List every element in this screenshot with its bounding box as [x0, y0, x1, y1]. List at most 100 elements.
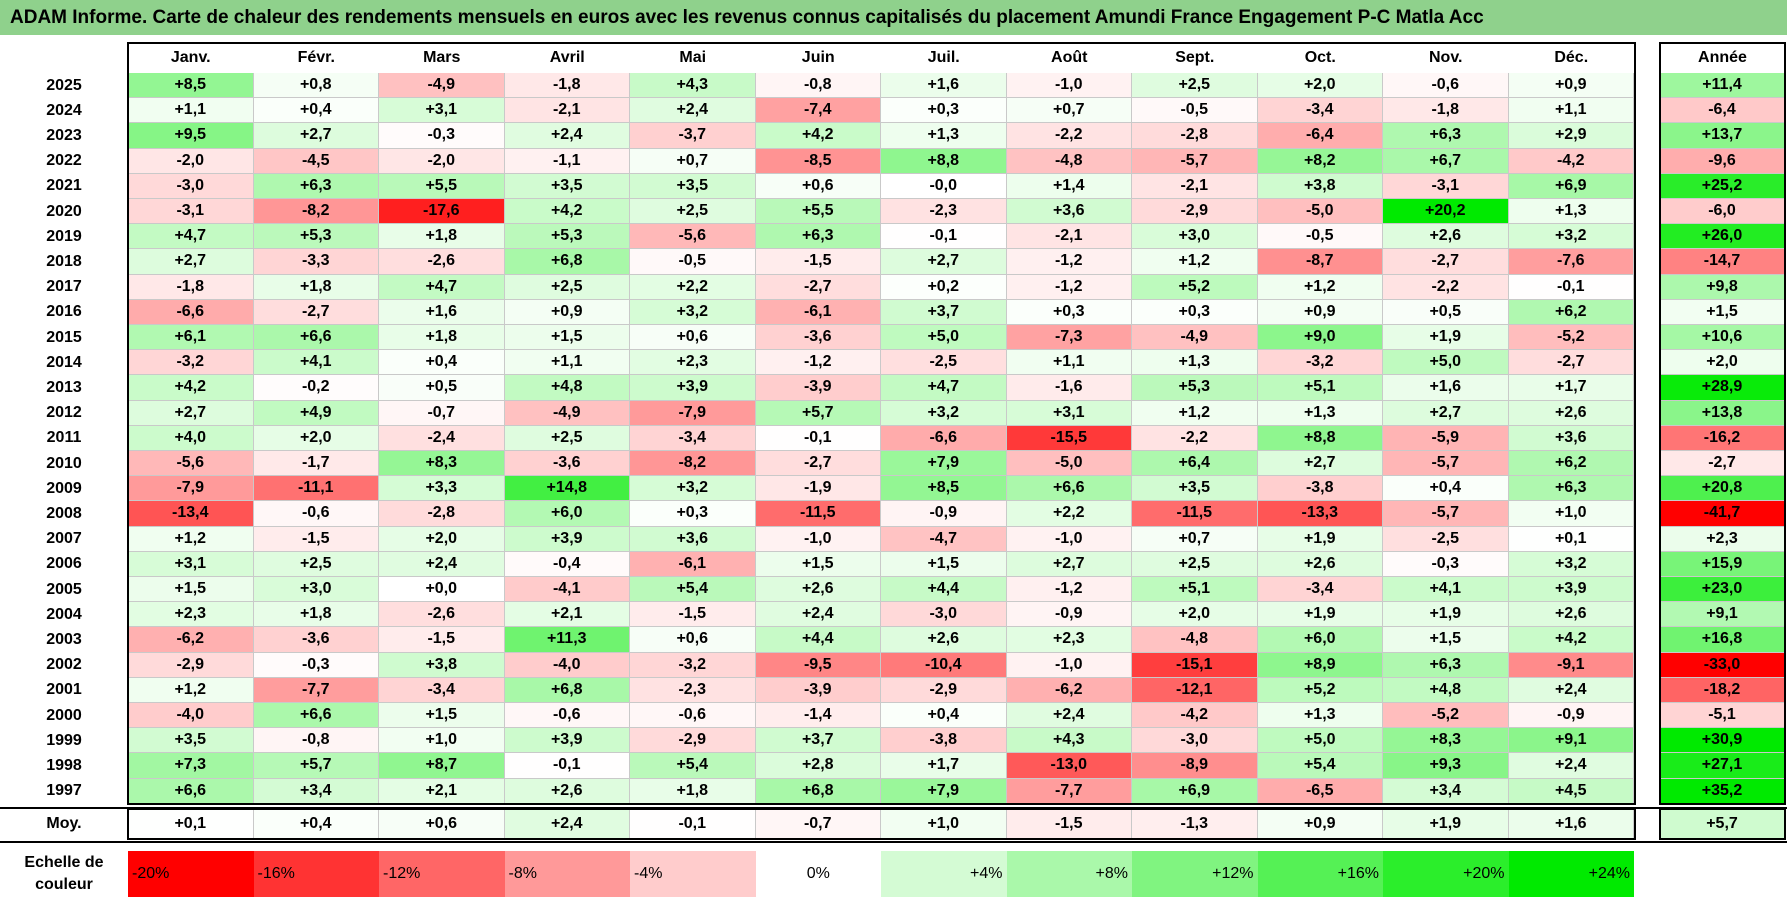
heatmap-cell: -1,0 [1006, 652, 1132, 678]
year-label: 2010 [46, 454, 82, 472]
heatmap-cell: +5,5 [379, 173, 505, 199]
heatmap-cell: -1,8 [1383, 98, 1509, 124]
heatmap-cell: -4,8 [1006, 148, 1132, 174]
heatmap-cell: +2,6 [504, 778, 630, 804]
heatmap-cell: +4,4 [881, 577, 1007, 603]
average-cell: +2,4 [504, 809, 630, 839]
heatmap-cell: -2,3 [881, 199, 1007, 225]
heatmap-cell: +4,1 [253, 350, 379, 376]
heatmap-cell: -3,1 [1383, 173, 1509, 199]
heatmap-cell: +4,7 [379, 274, 505, 300]
average-cell: +0,4 [253, 809, 379, 839]
average-cell: +1,9 [1383, 809, 1509, 839]
heatmap-cell: -3,4 [1257, 577, 1383, 603]
heatmap-cell: -13,4 [128, 501, 254, 527]
heatmap-cell: +6,0 [504, 501, 630, 527]
year-label: 2005 [46, 580, 82, 598]
heatmap-cell: -6,1 [630, 551, 756, 577]
average-cell: +1,6 [1508, 809, 1634, 839]
heatmap-cell: -10,4 [881, 652, 1007, 678]
heatmap-cell: -8,2 [253, 199, 379, 225]
heatmap-cell: +7,9 [881, 778, 1007, 804]
heatmap-cell: +2,4 [1508, 677, 1634, 703]
month-header: Oct. [1304, 49, 1336, 66]
heatmap-cell: -7,7 [1006, 778, 1132, 804]
annual-header: Année [1698, 49, 1747, 66]
heatmap-cell: +5,1 [1132, 577, 1258, 603]
annual-cell: +28,9 [1660, 375, 1785, 401]
heatmap-cell: -0,6 [253, 501, 379, 527]
heatmap-cell: +3,9 [504, 526, 630, 552]
heatmap-cell: +5,3 [504, 224, 630, 250]
heatmap-cell: +6,8 [504, 677, 630, 703]
heatmap-cell: +0,4 [1383, 476, 1509, 502]
year-label: 2000 [46, 706, 82, 724]
heatmap-cell: +14,8 [504, 476, 630, 502]
heatmap-cell: +0,5 [379, 375, 505, 401]
heatmap-cell: +6,8 [755, 778, 881, 804]
heatmap-cell: +1,2 [128, 526, 254, 552]
color-scale-step: -4% [630, 851, 756, 897]
month-header: Juil. [927, 49, 960, 66]
heatmap-cell: +3,2 [1508, 551, 1634, 577]
heatmap-cell: -0,6 [1383, 73, 1509, 99]
annual-cell: +23,0 [1660, 577, 1785, 603]
heatmap-cell: -2,9 [630, 728, 756, 754]
heatmap-cell: -2,7 [755, 451, 881, 477]
heatmap-cell: -1,0 [1006, 73, 1132, 99]
annual-cell: +15,9 [1660, 551, 1785, 577]
heatmap-cell: -4,9 [504, 400, 630, 426]
color-scale-label: Echelle de couleur [24, 854, 104, 893]
heatmap-cell: +6,8 [504, 249, 630, 275]
heatmap-cell: +2,3 [128, 602, 254, 628]
heatmap-cell: -8,7 [1257, 249, 1383, 275]
annual-cell: -9,6 [1660, 148, 1785, 174]
annual-cell: -5,1 [1660, 703, 1785, 729]
heatmap-cell: -0,7 [379, 400, 505, 426]
heatmap-cell: +0,3 [1132, 299, 1258, 325]
heatmap-cell: -1,2 [1006, 274, 1132, 300]
annual-cell: -33,0 [1660, 652, 1785, 678]
annual-cell: +10,6 [1660, 325, 1785, 351]
annual-cell: +26,0 [1660, 224, 1785, 250]
heatmap-cell: +4,3 [630, 73, 756, 99]
annual-cell: +13,8 [1660, 400, 1785, 426]
month-header: Mai [679, 49, 707, 66]
year-label: 2011 [46, 429, 82, 447]
heatmap-cell: +0,7 [1132, 526, 1258, 552]
heatmap-cell: -7,6 [1508, 249, 1634, 275]
heatmap-cell: -2,1 [1132, 173, 1258, 199]
heatmap-cell: +3,1 [128, 551, 254, 577]
heatmap-cell: +6,3 [253, 173, 379, 199]
heatmap-cell: +3,9 [504, 728, 630, 754]
heatmap-cell: +2,7 [1006, 551, 1132, 577]
annual-cell: +25,2 [1660, 173, 1785, 199]
month-header: Août [1051, 49, 1088, 66]
heatmap-cell: +1,5 [1383, 627, 1509, 653]
heatmap-cell: +2,6 [755, 577, 881, 603]
heatmap-cell: +0,6 [755, 173, 881, 199]
heatmap-cell: -5,7 [1383, 451, 1509, 477]
heatmap-cell: +6,4 [1132, 451, 1258, 477]
heatmap-cell: +1,2 [1257, 274, 1383, 300]
heatmap-cell: -6,1 [755, 299, 881, 325]
heatmap-cell: +1,9 [1257, 602, 1383, 628]
annual-cell: +11,4 [1660, 73, 1785, 99]
heatmap-cell: -3,2 [1257, 350, 1383, 376]
heatmap-cell: -1,8 [128, 274, 254, 300]
heatmap-cell: +3,2 [630, 299, 756, 325]
heatmap-cell: +4,2 [755, 123, 881, 149]
heatmap-cell: -5,2 [1383, 703, 1509, 729]
heatmap-cell: -6,2 [1006, 677, 1132, 703]
heatmap-cell: +0,3 [881, 98, 1007, 124]
heatmap-cell: +3,9 [630, 375, 756, 401]
heatmap-cell: -5,0 [1257, 199, 1383, 225]
heatmap-cell: +5,1 [1257, 375, 1383, 401]
heatmap-cell: +1,8 [253, 274, 379, 300]
year-label: 2007 [46, 530, 82, 548]
heatmap-cell: +2,4 [630, 98, 756, 124]
heatmap-cell: +6,9 [1508, 173, 1634, 199]
heatmap-cell: +2,6 [1508, 602, 1634, 628]
heatmap-cell: +4,7 [128, 224, 254, 250]
annual-cell: -6,4 [1660, 98, 1785, 124]
